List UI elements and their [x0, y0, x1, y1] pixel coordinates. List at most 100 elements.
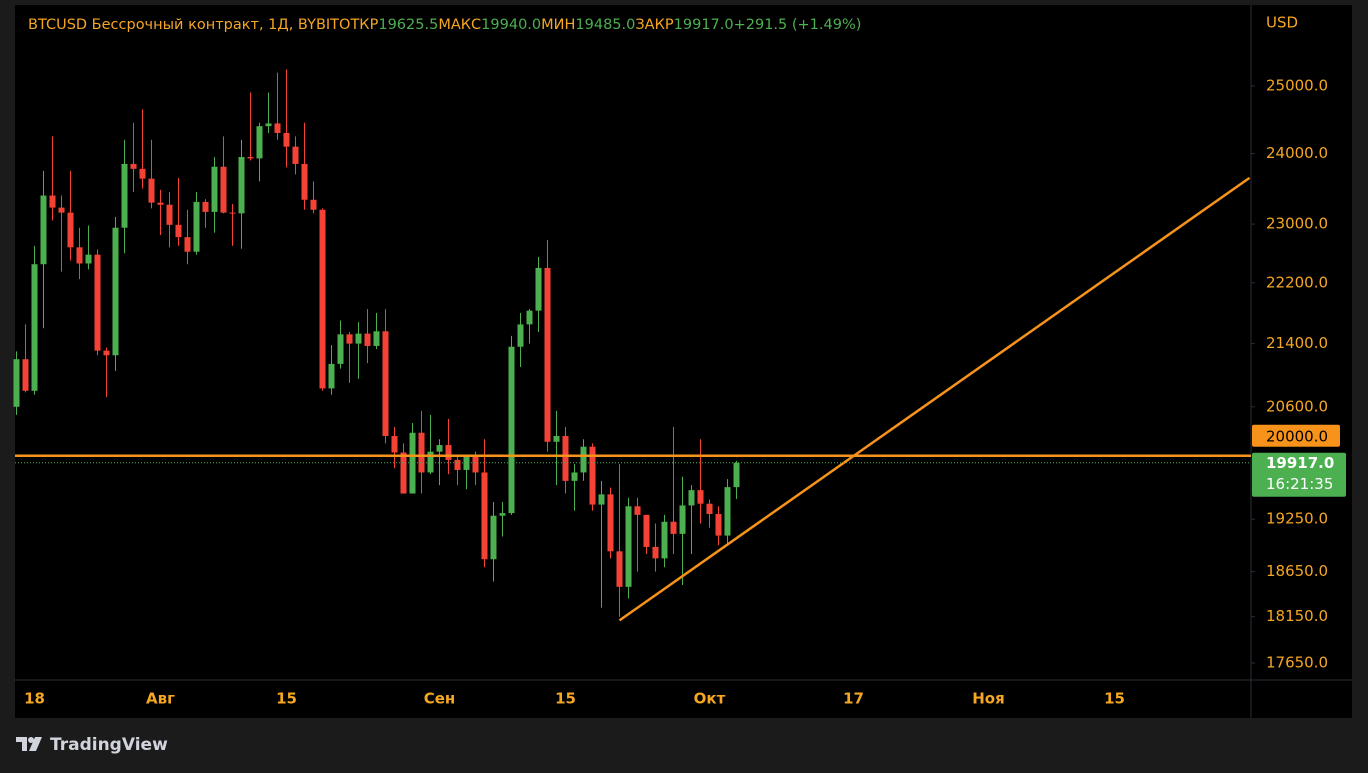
candle-body	[463, 456, 470, 470]
x-tick-label: 17	[843, 690, 864, 708]
candle-body	[130, 163, 137, 169]
candle-body	[571, 472, 578, 481]
close-label: ЗАКР	[635, 17, 674, 33]
level-label: 20000.0	[1266, 427, 1328, 445]
x-tick-label: 15	[1104, 690, 1125, 708]
candle-body	[40, 195, 47, 265]
candle-body	[121, 163, 128, 228]
candle-body	[688, 490, 695, 506]
candle-body	[562, 436, 569, 481]
candle-body	[103, 350, 110, 356]
y-tick-label: 23000.0	[1266, 215, 1328, 233]
candle-body	[31, 264, 38, 391]
high-label: МАКС	[438, 17, 482, 33]
candle-body	[652, 546, 659, 559]
candle-body	[283, 132, 290, 147]
x-tick-label: Авг	[146, 690, 175, 708]
candle-body	[490, 515, 497, 560]
candle-body	[679, 505, 686, 534]
candle-body	[184, 237, 191, 252]
y-tick-label: 20600.0	[1266, 397, 1328, 415]
candle-body	[148, 178, 155, 203]
y-tick-label: 22200.0	[1266, 273, 1328, 291]
candle-body	[346, 334, 353, 344]
candle-body	[274, 123, 281, 133]
candle-body	[67, 212, 74, 248]
candle-body	[211, 166, 218, 212]
candle-body	[49, 195, 56, 208]
price-axis-unit: USD	[1266, 14, 1298, 32]
brand-name: TradingView	[50, 735, 168, 755]
candle-body	[85, 254, 92, 264]
candle-body	[166, 204, 173, 225]
candle-body	[508, 346, 515, 514]
candle-body	[382, 331, 389, 437]
candle-body	[607, 494, 614, 552]
candle-body	[616, 551, 623, 587]
candle-body	[400, 452, 407, 494]
brand-logo	[16, 737, 42, 751]
close-value: 19917.0	[673, 17, 734, 33]
y-tick-label: 24000.0	[1266, 144, 1328, 162]
symbol-title: BTCUSD Бессрочный контракт, 1Д, BYBIT	[28, 17, 340, 33]
candle-body	[445, 445, 452, 460]
candle-body	[625, 506, 632, 587]
brand[interactable]: TradingView	[16, 735, 168, 755]
candle-body	[499, 513, 506, 516]
change-value: +291.5 (+1.49%)	[733, 17, 862, 33]
y-tick-label: 19250.0	[1266, 510, 1328, 528]
open-label: ОТКР	[339, 17, 379, 33]
y-tick-label: 18150.0	[1266, 607, 1328, 625]
candle-body	[58, 207, 65, 213]
candle-body	[22, 359, 29, 391]
x-tick-label: Окт	[694, 690, 726, 708]
countdown-label: 16:21:35	[1266, 475, 1333, 493]
y-tick-label: 17650.0	[1266, 654, 1328, 672]
candle-body	[301, 163, 308, 200]
candle-body	[229, 212, 236, 214]
candle-body	[94, 254, 101, 351]
x-tick-label: 15	[555, 690, 576, 708]
candle-body	[76, 247, 83, 264]
candle-body	[175, 224, 182, 238]
candle-body	[409, 432, 416, 494]
candle-body	[454, 459, 461, 470]
x-tick-label: 18	[24, 690, 45, 708]
candle-body	[220, 166, 227, 213]
candle-body	[589, 446, 596, 505]
candle-body	[139, 168, 146, 179]
candle-body	[112, 227, 119, 356]
candle-body	[580, 446, 587, 473]
candle-body	[292, 146, 299, 164]
candle-body	[472, 456, 479, 473]
candle-body	[391, 436, 398, 453]
candle-body	[661, 521, 668, 559]
candle-body	[715, 513, 722, 536]
candle-body	[517, 324, 524, 347]
low-label: МИН	[541, 17, 576, 33]
candle-body	[733, 462, 740, 488]
candle-body	[256, 126, 263, 159]
ohlc-legend: BTCUSD Бессрочный контракт, 1Д, BYBITОТК…	[28, 17, 861, 33]
candle-body	[553, 436, 560, 442]
candle-body	[265, 123, 272, 127]
candle-body	[418, 432, 425, 473]
candle-body	[157, 202, 164, 205]
level-badge	[1252, 424, 1340, 447]
candle-body	[364, 333, 371, 346]
candle-body	[238, 157, 245, 214]
last-price-badge	[1252, 452, 1346, 497]
candle-body	[670, 521, 677, 534]
candle-body	[337, 334, 344, 364]
candle-body	[328, 363, 335, 389]
candle-body	[643, 514, 650, 547]
x-tick-label: 15	[276, 690, 297, 708]
candle-body	[598, 494, 605, 505]
candle-body	[481, 472, 488, 560]
chart-background	[15, 5, 1352, 718]
candle-body	[634, 506, 641, 515]
candle-body	[706, 503, 713, 514]
candle-body	[526, 310, 533, 325]
candle-body	[373, 331, 380, 346]
